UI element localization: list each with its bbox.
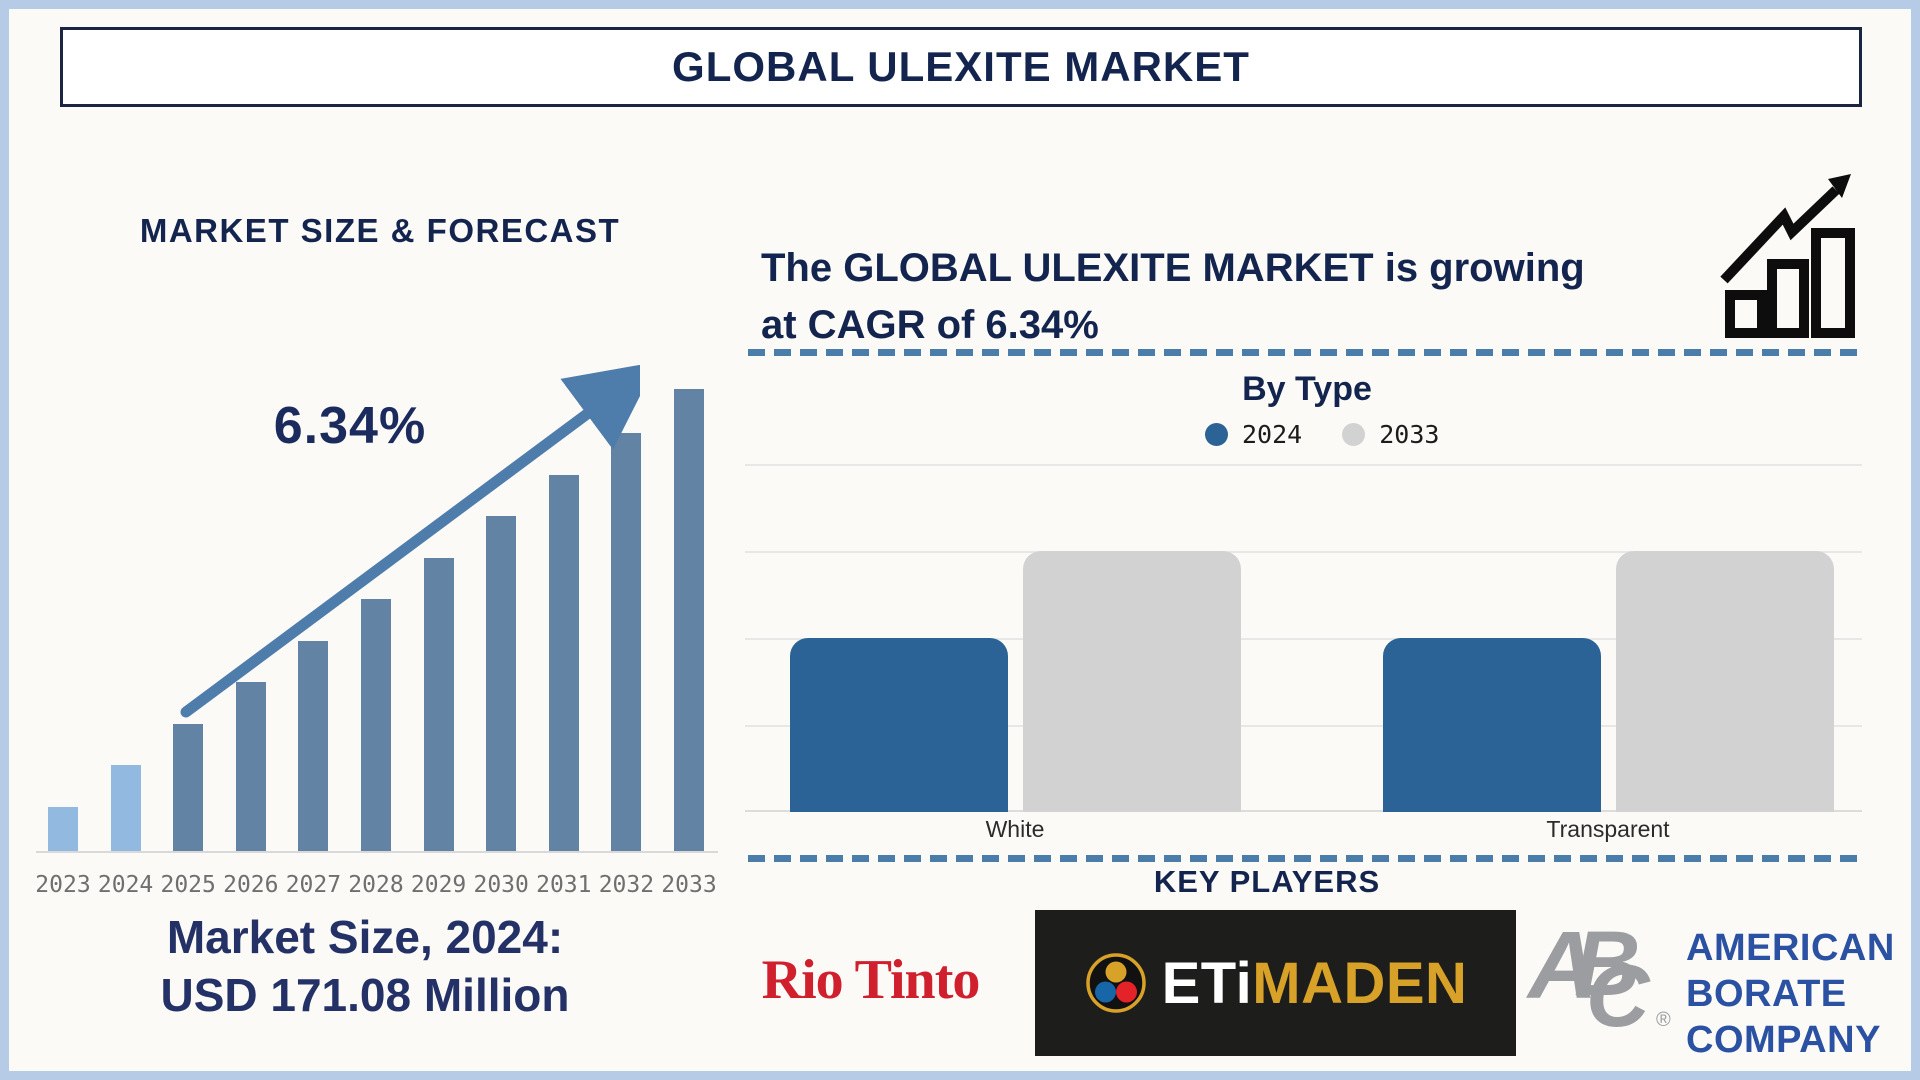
market-size-caption: Market Size, 2024: USD 171.08 Million — [55, 908, 675, 1024]
growth-headline-line1: The GLOBAL ULEXITE MARKET is growing — [761, 246, 1585, 290]
growth-chart-icon — [1720, 174, 1855, 338]
rio-tinto-logo: Rio Tinto — [761, 949, 981, 1011]
forecast-bar-2027 — [298, 641, 329, 852]
category-label-transparent: Transparent — [1546, 816, 1670, 842]
american-borate-line3: COMPANY — [1686, 1019, 1881, 1061]
forecast-bar-chart — [40, 380, 730, 852]
type-bar-white-2033 — [1022, 551, 1241, 812]
forecast-bar-2030 — [486, 516, 517, 852]
key-players-title: KEY PLAYERS — [1153, 864, 1381, 899]
category-label-white: White — [985, 816, 1045, 842]
forecast-year-label: 2025 — [160, 872, 216, 898]
eti-maden-word-maden: MADEN — [1252, 950, 1468, 1016]
american-borate-monogram-icon: A B C ® — [1528, 912, 1678, 1040]
page-title: GLOBAL ULEXITE MARKET — [672, 43, 1250, 90]
type-bar-transparent-2024 — [1382, 638, 1601, 812]
forecast-x-axis — [36, 851, 718, 853]
american-borate-line2: BORATE — [1686, 973, 1847, 1015]
forecast-year-label: 2026 — [223, 872, 279, 898]
forecast-year-label: 2029 — [410, 872, 467, 898]
market-size-forecast-title: MARKET SIZE & FORECAST — [139, 212, 621, 249]
legend-label-2033: 2033 — [1379, 420, 1440, 449]
legend-dot-2033 — [1342, 423, 1366, 446]
forecast-year-label: 2027 — [285, 872, 342, 898]
by-type-title: By Type — [1242, 370, 1372, 408]
registered-trademark-symbol: ® — [1656, 1009, 1671, 1031]
by-type-baseline — [745, 810, 1862, 812]
growth-headline: The GLOBAL ULEXITE MARKET is growing at … — [761, 240, 1721, 354]
type-bar-transparent-2033 — [1615, 551, 1834, 812]
by-type-bar-chart: White Transparent — [745, 452, 1862, 842]
eti-maden-wordmark: ETiMADEN — [1162, 950, 1468, 1017]
forecast-year-label: 2030 — [473, 872, 529, 898]
forecast-bar-2023 — [48, 807, 78, 852]
forecast-year-label: 2033 — [661, 872, 717, 898]
growth-headline-line2: at CAGR of 6.34% — [761, 303, 1099, 347]
forecast-year-label: 2023 — [35, 872, 91, 898]
type-bar-white-2024 — [789, 638, 1008, 812]
gridline — [745, 725, 1862, 727]
abc-monogram-c: C — [1586, 946, 1650, 1045]
forecast-bar-2026 — [235, 682, 266, 852]
market-size-caption-line2: USD 171.08 Million — [160, 969, 570, 1021]
by-type-legend: 2024 2033 — [1205, 420, 1465, 449]
gridline — [745, 464, 1862, 466]
forecast-bar-2032 — [611, 433, 642, 852]
forecast-bar-2033 — [674, 389, 704, 852]
forecast-bar-2031 — [548, 475, 579, 852]
abc-monogram-b: B — [1574, 913, 1641, 1015]
cagr-annotation: 6.34% — [273, 397, 427, 455]
dashed-divider-bottom — [748, 855, 1864, 862]
forecast-bar-2028 — [361, 599, 391, 852]
gridline — [745, 638, 1862, 640]
forecast-year-labels: 2023 2024 2025 2026 2027 2028 2029 2030 2031 2032… — [35, 872, 730, 902]
forecast-year-label: 2031 — [536, 872, 592, 898]
eti-maden-emblem-icon — [1085, 953, 1146, 1013]
forecast-year-label: 2032 — [598, 872, 655, 898]
legend-label-2024: 2024 — [1242, 420, 1303, 449]
gridline — [745, 551, 1862, 553]
forecast-bar-2029 — [423, 558, 454, 852]
forecast-bar-2025 — [173, 724, 204, 852]
market-size-caption-line1: Market Size, 2024: — [166, 911, 564, 963]
dashed-divider-top — [748, 349, 1864, 356]
growth-arrow — [180, 365, 640, 718]
forecast-bar-2024 — [110, 765, 141, 852]
american-borate-wordmark: AMERICAN BORATE COMPANY — [1686, 925, 1916, 1063]
legend-dot-2024 — [1205, 423, 1228, 446]
abc-monogram-a: A — [1528, 912, 1598, 1019]
header-title-box: GLOBAL ULEXITE MARKET — [60, 27, 1862, 107]
forecast-year-label: 2024 — [97, 872, 154, 898]
american-borate-line1: AMERICAN — [1686, 927, 1895, 969]
eti-maden-logo: ETiMADEN — [1035, 910, 1516, 1056]
forecast-year-label: 2028 — [348, 872, 404, 898]
eti-maden-word-eti: ETi — [1161, 950, 1253, 1016]
